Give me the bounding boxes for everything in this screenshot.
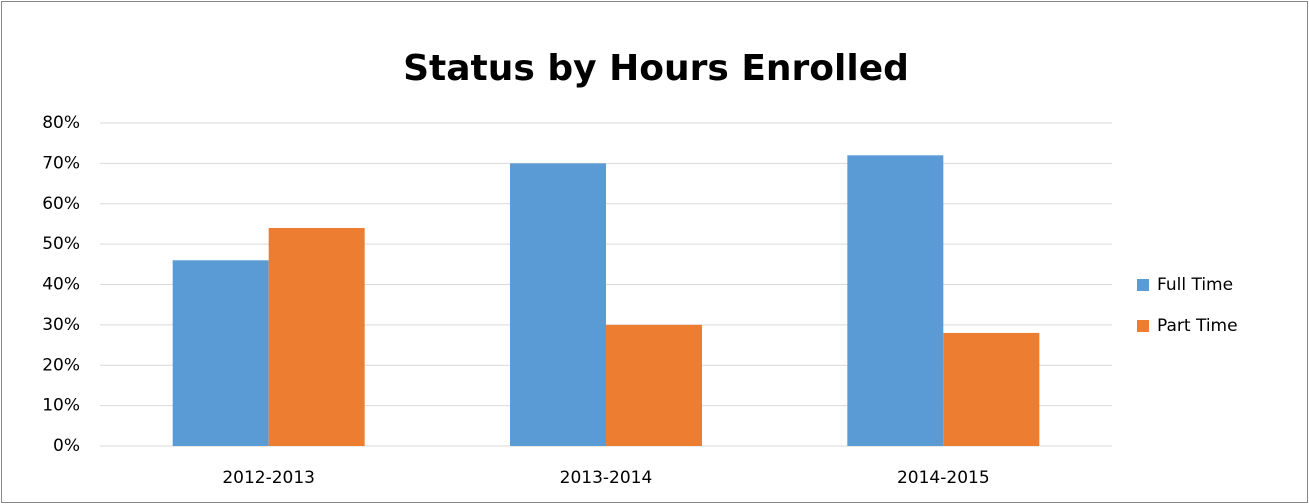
legend-swatch bbox=[1137, 279, 1149, 291]
chart-title: Status by Hours Enrolled bbox=[403, 48, 909, 89]
bar bbox=[847, 155, 944, 447]
y-tick-label: 80% bbox=[42, 113, 80, 133]
bar bbox=[268, 227, 365, 446]
legend-label: Full Time bbox=[1157, 275, 1233, 295]
bar bbox=[510, 163, 606, 446]
y-tick-label: 40% bbox=[42, 275, 80, 295]
y-tick-label: 60% bbox=[42, 194, 80, 214]
x-tick-label: 2013-2014 bbox=[560, 468, 653, 488]
x-tick-label: 2012-2013 bbox=[222, 468, 315, 488]
x-tick-label: 2014-2015 bbox=[897, 468, 990, 488]
y-tick-label: 10% bbox=[42, 396, 80, 416]
y-tick-label: 50% bbox=[42, 234, 80, 254]
y-tick-label: 0% bbox=[53, 436, 80, 456]
y-tick-label: 70% bbox=[42, 153, 80, 173]
bar bbox=[172, 260, 269, 446]
y-tick-label: 20% bbox=[42, 355, 80, 375]
y-tick-label: 30% bbox=[42, 315, 80, 335]
legend-swatch bbox=[1137, 320, 1149, 332]
bar bbox=[606, 324, 702, 446]
legend-label: Part Time bbox=[1157, 316, 1238, 336]
bar bbox=[943, 332, 1040, 446]
